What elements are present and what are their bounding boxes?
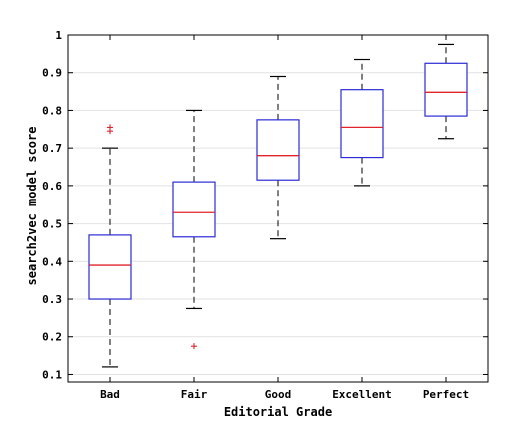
y-tick-label: 0.5 [42,218,62,231]
x-tick-label: Excellent [332,388,392,401]
y-tick-label: 0.2 [42,331,62,344]
plot-axes [67,34,489,383]
box-perfect [424,43,468,140]
y-tick-label: 0.8 [42,104,62,117]
x-tick-label: Bad [100,388,120,401]
box-fair [172,109,216,350]
x-tick-label: Fair [181,388,208,401]
y-tick-label: 0.7 [42,142,62,155]
box-excellent [340,58,384,187]
iqr-box [172,181,216,238]
y-tick-label: 0.9 [42,67,62,80]
y-tick-label: 0.3 [42,293,62,306]
x-axis-label: Editorial Grade [224,405,332,419]
box-good [256,75,300,240]
y-tick-label: 1 [55,29,62,42]
outlier-marker [191,343,197,350]
y-tick-label: 0.1 [42,368,62,381]
x-tick-label: Good [265,388,292,401]
iqr-box [424,62,468,117]
tick-labels: 0.1 0.2 0.3 0.4 0.5 0.6 0.7 0.8 0.9 1 Bad Fair Good E… [42,29,469,401]
outlier-marker [107,124,113,131]
iqr-box [340,89,384,159]
x-tick-label: Perfect [423,388,469,401]
iqr-box [88,234,132,300]
iqr-box [256,119,300,181]
box-series [88,43,468,368]
y-tick-label: 0.6 [42,180,62,193]
y-axis-label: search2vec model score [25,127,39,286]
box-bad [88,124,132,368]
y-tick-label: 0.4 [42,255,62,268]
